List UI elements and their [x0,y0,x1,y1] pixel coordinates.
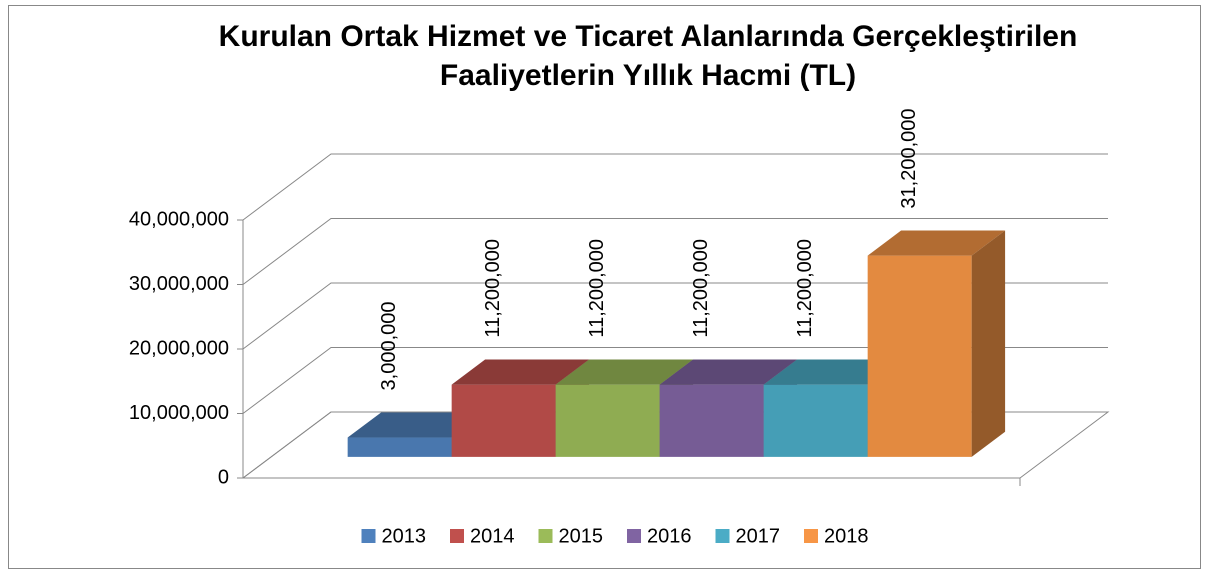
bar-top [867,230,1006,256]
y-tick-label: 20,000,000 [129,337,229,359]
bar-top [763,359,902,385]
data-label: 31,200,000 [898,108,920,208]
data-label: 11,200,000 [690,239,712,338]
legend: 2013 2014 2015 2016 2017 2018 [361,525,869,547]
bar-top [555,359,694,385]
legend-label: 2015 [559,525,604,547]
legend-swatch [361,529,376,543]
data-label: 11,200,000 [794,239,816,338]
y-tick-label: 30,000,000 [129,273,229,295]
y-tick-label: 40,000,000 [129,208,229,230]
bar-front [555,384,660,457]
grid-line [242,282,1108,350]
y-tick-label: 10,000,000 [129,402,229,424]
bar-top [347,412,486,438]
legend-label: 2013 [382,525,427,547]
grid-line [242,153,1108,221]
bar-front [763,384,868,457]
data-label: 3,000,000 [378,301,400,390]
bar-front [659,384,764,457]
bar-front [867,255,972,457]
bar-side [971,230,1006,457]
legend-swatch [804,529,818,543]
legend-label: 2017 [736,525,781,547]
bar-top [451,359,590,385]
legend-swatch [450,529,464,543]
legend-label: 2018 [824,525,869,547]
grid-line [242,347,1108,414]
data-label: 11,200,000 [586,239,608,338]
legend-swatch [627,529,641,543]
bar-front [451,384,556,457]
legend-swatch [538,529,553,543]
data-label: 11,200,000 [482,239,504,338]
bar-front [347,437,452,457]
legend-label: 2016 [647,525,692,547]
bar [867,230,1006,457]
grid-line [242,218,1108,285]
chart-title-line-2: Faaliyetlerin Yıllık Hacmi (TL) [440,59,856,92]
legend-label: 2014 [470,525,515,547]
y-tick-label: 0 [218,466,229,488]
chart-title-line-1: Kurulan Ortak Hizmet ve Ticaret Alanları… [219,20,1078,53]
bar-top [659,359,798,385]
legend-swatch [715,529,730,543]
